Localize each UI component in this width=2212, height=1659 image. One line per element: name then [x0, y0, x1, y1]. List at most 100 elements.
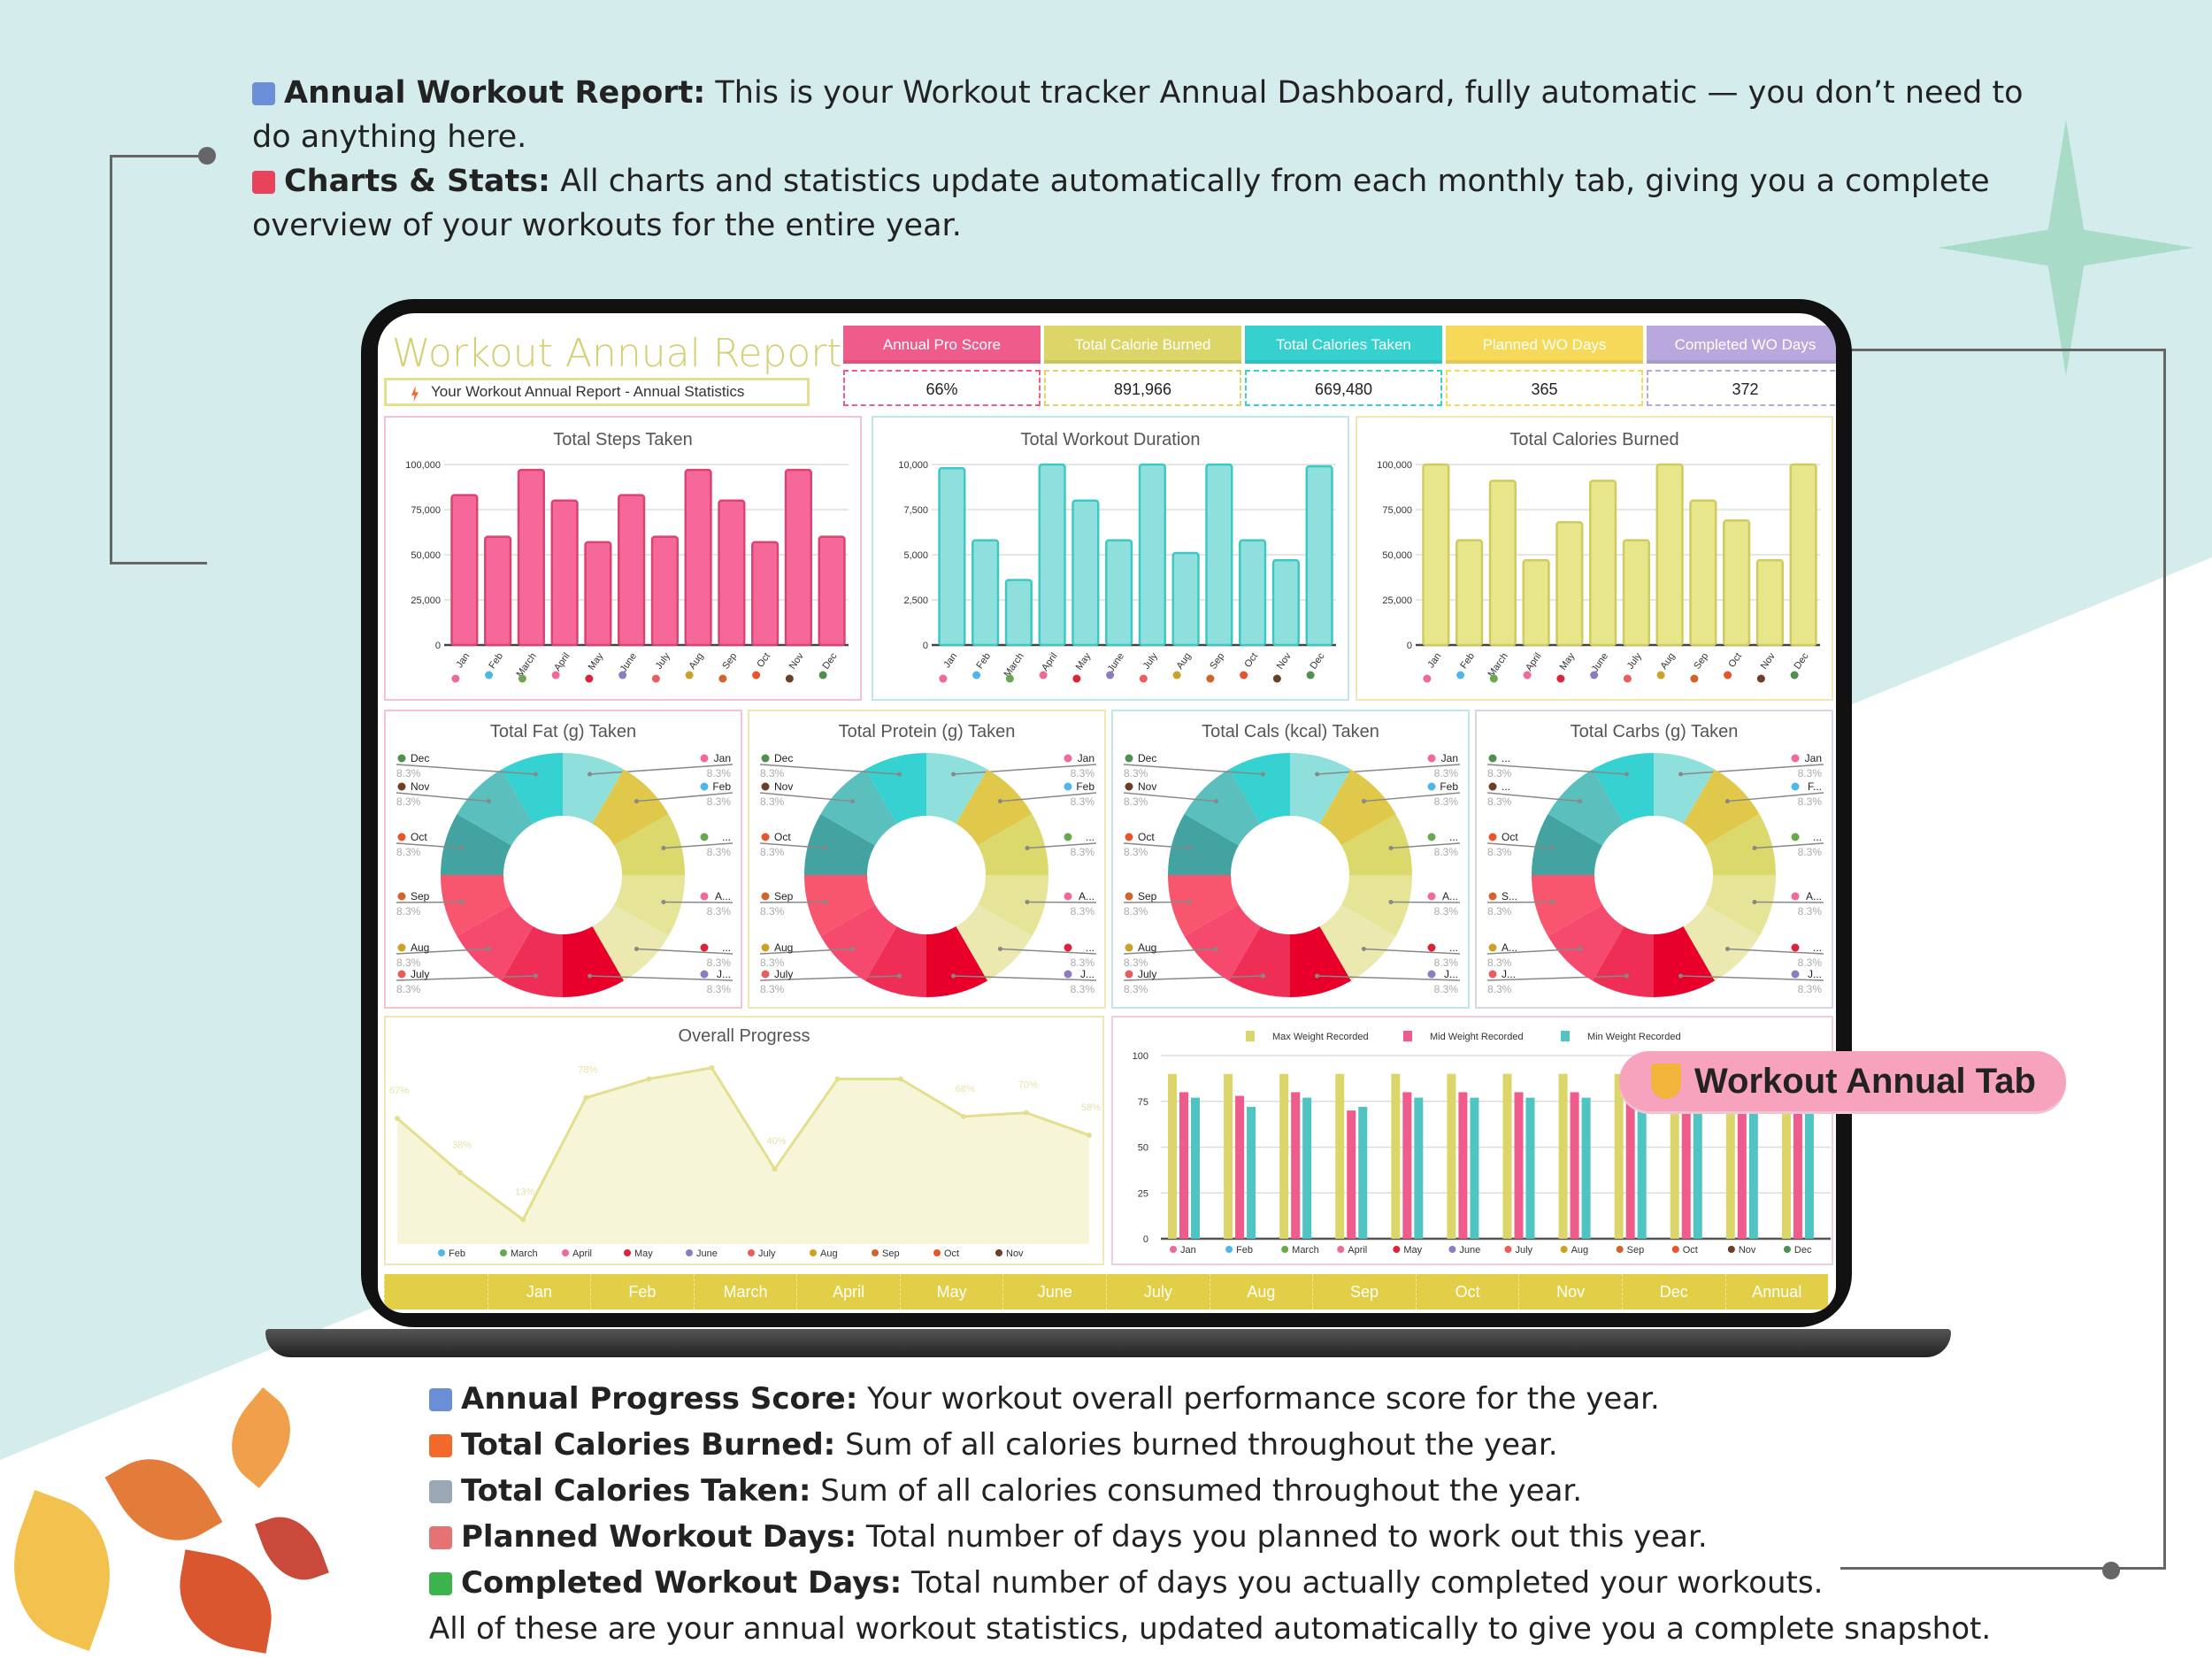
workout-annual-tab-badge[interactable]: Workout Annual Tab [1619, 1051, 2066, 1111]
slice-0[interactable] [1290, 753, 1351, 824]
slice-3[interactable] [978, 875, 1048, 936]
bar-feb[interactable] [972, 539, 1000, 647]
bar-min-weight-recorded-june[interactable] [1470, 1097, 1479, 1239]
bar-max-weight-recorded-sep[interactable] [1614, 1073, 1624, 1239]
slice-10[interactable] [1184, 769, 1261, 846]
bar-mid-weight-recorded-nov[interactable] [1737, 1092, 1747, 1239]
slice-1[interactable] [1683, 769, 1760, 846]
bar-nov[interactable] [1755, 558, 1784, 647]
slice-5[interactable] [563, 926, 624, 997]
bar-mid-weight-recorded-dec[interactable] [1793, 1092, 1802, 1239]
legend-label[interactable]: Min Weight Recorded [1587, 1032, 1681, 1042]
bar-min-weight-recorded-march[interactable] [1302, 1097, 1312, 1239]
bar-aug[interactable] [1171, 551, 1200, 647]
slice-1[interactable] [1319, 769, 1396, 846]
bar-min-weight-recorded-sep[interactable] [1637, 1097, 1647, 1239]
bar-sep[interactable] [1689, 499, 1717, 647]
bar-sep[interactable] [1205, 463, 1233, 647]
slice-4[interactable] [1319, 904, 1396, 981]
bar-max-weight-recorded-march[interactable] [1279, 1073, 1289, 1239]
bar-july[interactable] [1622, 539, 1650, 647]
bar-min-weight-recorded-jan[interactable] [1191, 1097, 1200, 1239]
bar-aug[interactable] [684, 468, 712, 647]
slice-1[interactable] [956, 769, 1033, 846]
bar-nov[interactable] [1271, 558, 1300, 647]
slice-2[interactable] [1341, 814, 1412, 875]
slice-9[interactable] [441, 814, 511, 875]
bar-march[interactable] [1488, 480, 1517, 647]
bar-july[interactable] [1138, 463, 1166, 647]
bar-mid-weight-recorded-april[interactable] [1347, 1110, 1356, 1239]
data-point[interactable] [709, 1064, 715, 1071]
bar-min-weight-recorded-aug[interactable] [1581, 1097, 1591, 1239]
bar-min-weight-recorded-dec[interactable] [1804, 1097, 1814, 1239]
bar-may[interactable] [1071, 499, 1100, 647]
bar-july[interactable] [650, 535, 679, 647]
bar-max-weight-recorded-july[interactable] [1502, 1073, 1512, 1239]
slice-1[interactable] [592, 769, 669, 846]
bar-max-weight-recorded-jan[interactable] [1168, 1073, 1177, 1239]
bar-april[interactable] [550, 499, 579, 647]
slice-7[interactable] [1184, 904, 1261, 981]
slice-3[interactable] [614, 875, 685, 936]
data-point[interactable] [897, 1076, 903, 1082]
slice-11[interactable] [1593, 753, 1654, 824]
bar-mid-weight-recorded-jan[interactable] [1179, 1092, 1188, 1239]
bar-aug[interactable] [1655, 463, 1684, 647]
bar-june[interactable] [1105, 539, 1133, 647]
slice-9[interactable] [1532, 814, 1602, 875]
slice-6[interactable] [865, 926, 926, 997]
bar-max-weight-recorded-june[interactable] [1447, 1073, 1456, 1239]
bar-oct[interactable] [751, 541, 780, 647]
bar-nov[interactable] [784, 468, 812, 647]
slice-4[interactable] [592, 904, 669, 981]
slice-11[interactable] [1229, 753, 1290, 824]
data-point[interactable] [1023, 1110, 1029, 1116]
bar-min-weight-recorded-april[interactable] [1358, 1106, 1368, 1239]
slice-7[interactable] [1548, 904, 1624, 981]
slice-6[interactable] [1593, 926, 1654, 997]
bar-max-weight-recorded-may[interactable] [1391, 1073, 1401, 1239]
slice-10[interactable] [1548, 769, 1624, 846]
bar-min-weight-recorded-july[interactable] [1525, 1097, 1535, 1239]
bar-max-weight-recorded-aug[interactable] [1558, 1073, 1568, 1239]
data-point[interactable] [457, 1170, 464, 1176]
bar-dec[interactable] [1789, 463, 1817, 647]
slice-2[interactable] [614, 814, 685, 875]
bar-mid-weight-recorded-sep[interactable] [1625, 1092, 1635, 1239]
data-point[interactable] [646, 1076, 652, 1082]
bar-dec[interactable] [1305, 465, 1333, 647]
slice-4[interactable] [956, 904, 1033, 981]
bar-min-weight-recorded-oct[interactable] [1693, 1097, 1702, 1239]
bar-april[interactable] [1038, 463, 1066, 647]
bar-march[interactable] [1004, 579, 1033, 647]
slice-7[interactable] [820, 904, 897, 981]
bar-dec[interactable] [818, 535, 846, 647]
slice-6[interactable] [502, 926, 563, 997]
slice-11[interactable] [502, 753, 563, 824]
slice-9[interactable] [804, 814, 875, 875]
data-point[interactable] [960, 1113, 966, 1119]
slice-5[interactable] [1290, 926, 1351, 997]
bar-mid-weight-recorded-july[interactable] [1514, 1092, 1524, 1239]
slice-0[interactable] [926, 753, 987, 824]
bar-june[interactable] [618, 494, 646, 647]
slice-8[interactable] [441, 875, 511, 936]
bar-march[interactable] [517, 468, 545, 647]
legend-label[interactable]: Max Weight Recorded [1272, 1032, 1369, 1042]
slice-5[interactable] [926, 926, 987, 997]
bar-may[interactable] [584, 541, 612, 647]
bar-jan[interactable] [1422, 463, 1450, 647]
bar-jan[interactable] [450, 494, 479, 647]
bar-feb[interactable] [484, 535, 512, 647]
slice-5[interactable] [1654, 926, 1715, 997]
slice-9[interactable] [1168, 814, 1239, 875]
slice-8[interactable] [804, 875, 875, 936]
bar-mid-weight-recorded-march[interactable] [1291, 1092, 1301, 1239]
legend-label[interactable]: Mid Weight Recorded [1430, 1032, 1524, 1042]
bar-oct[interactable] [1239, 539, 1267, 647]
slice-0[interactable] [1654, 753, 1715, 824]
bar-max-weight-recorded-nov[interactable] [1725, 1073, 1735, 1239]
bar-jan[interactable] [938, 466, 966, 647]
data-point[interactable] [1087, 1133, 1092, 1139]
